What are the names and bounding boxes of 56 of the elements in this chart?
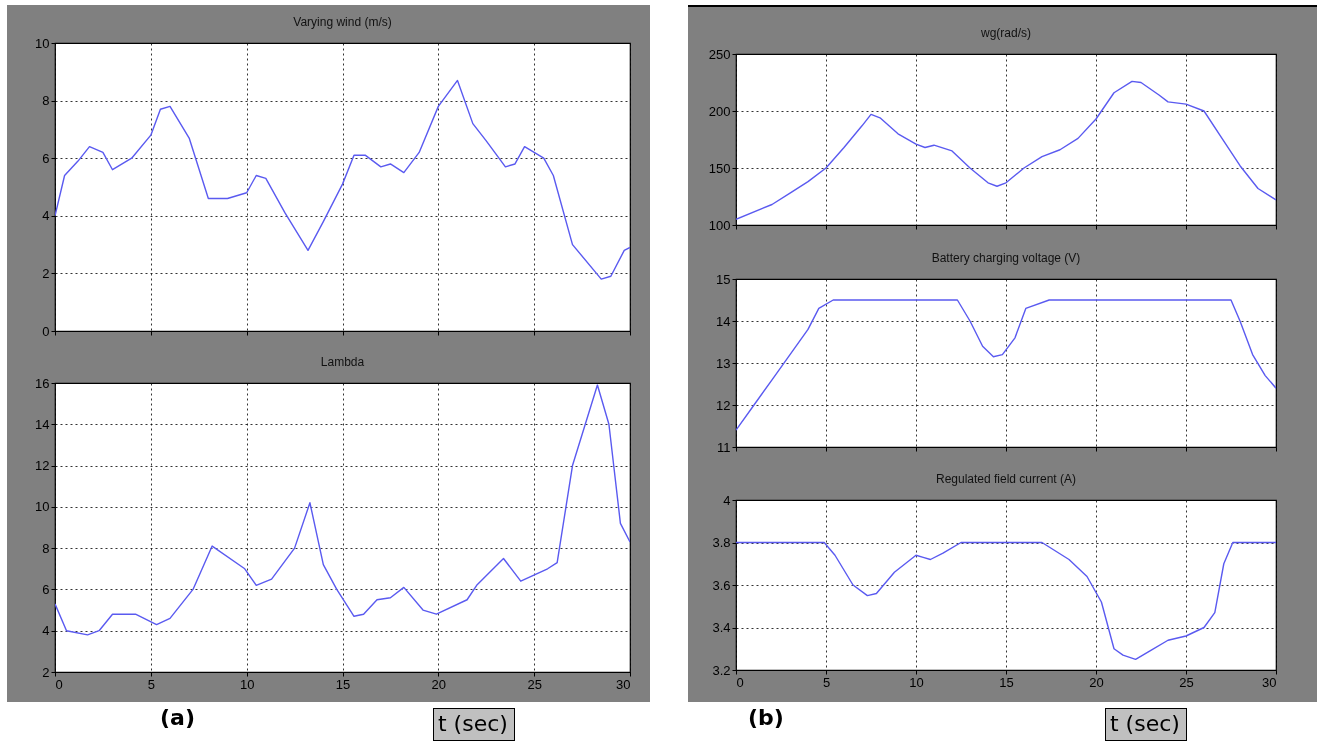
x-tick-label: 15 <box>999 674 1014 690</box>
x-tick-label: 30 <box>1262 674 1277 690</box>
x-tick-label: 20 <box>1089 674 1104 690</box>
x-tick-label: 0 <box>736 674 744 690</box>
y-tick-label: 15 <box>716 271 731 287</box>
x-axis-title: t (sec) <box>1105 708 1187 741</box>
x-tick-label: 0 <box>55 676 63 692</box>
x-tick-label: 30 <box>616 676 631 692</box>
y-tick-label: 10 <box>35 35 50 51</box>
y-tick-label: 6 <box>42 581 50 597</box>
chart-title: wg(rad/s) <box>979 26 1032 40</box>
y-tick-label: 11 <box>717 439 731 455</box>
y-tick-label: 3.6 <box>712 577 731 593</box>
y-tick-label: 6 <box>42 150 50 166</box>
line-series <box>55 384 630 636</box>
y-tick-label: 250 <box>708 46 731 62</box>
text: (a) <box>160 705 195 730</box>
y-tick-label: 16 <box>35 375 50 391</box>
y-tick-label: 200 <box>708 103 731 119</box>
x-tick-label: 5 <box>147 676 155 692</box>
y-tick-label: 8 <box>42 540 50 556</box>
y-tick-label: 10 <box>35 499 50 515</box>
y-tick-label: 13 <box>716 355 731 371</box>
y-tick-label: 4 <box>723 492 731 508</box>
chart-title: Lambda <box>320 355 365 369</box>
x-tick-label: 10 <box>239 676 255 692</box>
line-series <box>736 299 1276 431</box>
y-tick-label: 3.2 <box>712 662 731 678</box>
y-tick-label: 2 <box>42 664 50 680</box>
x-tick-label: 5 <box>822 674 831 690</box>
y-tick-label: 12 <box>35 458 50 474</box>
y-tick-label: 4 <box>42 623 50 639</box>
line-series <box>736 80 1276 220</box>
x-tick-label: 20 <box>431 676 447 692</box>
y-tick-label: 4 <box>42 208 50 224</box>
x-tick-label: 15 <box>335 676 351 692</box>
y-tick-label: 3.4 <box>712 620 731 635</box>
x-tick-label: 25 <box>1179 674 1194 690</box>
line-series <box>736 541 1276 661</box>
y-tick-label: 150 <box>708 160 731 176</box>
y-tick-label: 100 <box>708 217 731 233</box>
x-tick-label: 25 <box>527 676 542 692</box>
y-tick-label: 12 <box>716 397 731 413</box>
chart-title: Battery charging voltage (V) <box>931 251 1081 265</box>
y-tick-label: 2 <box>42 265 50 281</box>
text: (b) <box>748 705 784 730</box>
y-tick-label: 14 <box>716 313 731 329</box>
y-tick-label: 8 <box>42 93 50 109</box>
x-tick-label: 10 <box>909 674 924 690</box>
y-tick-label: 14 <box>35 416 50 432</box>
chart-title: Varying wind (m/s) <box>293 15 392 29</box>
line-series <box>55 79 630 280</box>
y-tick-label: 0 <box>42 323 50 339</box>
x-axis-title: t (sec) <box>433 708 515 741</box>
chart-title: Regulated field current (A) <box>935 472 1077 486</box>
y-tick-label: 3.8 <box>712 535 731 550</box>
